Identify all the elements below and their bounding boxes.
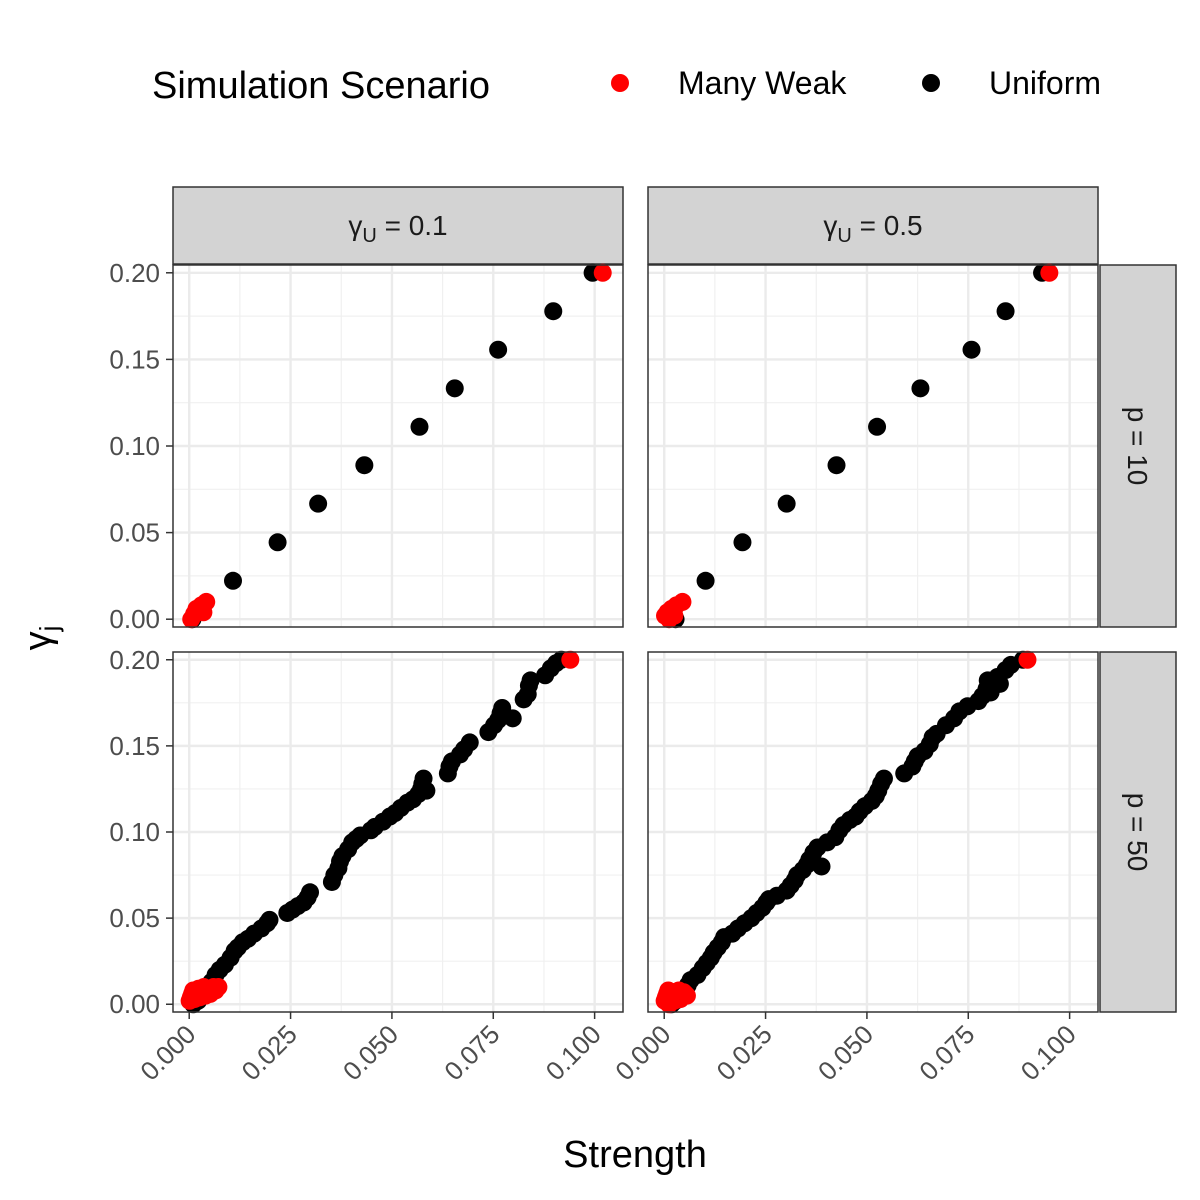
- column-strip-2-symbol: γ: [823, 210, 837, 241]
- uniform-point: [460, 733, 479, 752]
- y-axis-title: γj: [17, 626, 64, 651]
- column-strip-1: γU = 0.1: [172, 186, 624, 265]
- row-strip-1-label: p = 10: [1122, 407, 1153, 486]
- column-strip-2-value: = 0.5: [852, 210, 923, 241]
- svg-text:γU = 0.5: γU = 0.5: [823, 210, 922, 247]
- x-tick-label: 0.000: [134, 1019, 201, 1086]
- uniform-point: [777, 494, 796, 513]
- uniform-point: [260, 910, 279, 929]
- row-strip-1: p = 10: [1099, 264, 1177, 628]
- column-strip-1-value: = 0.1: [377, 210, 448, 241]
- uniform-point: [868, 417, 887, 436]
- uniform-point: [268, 533, 287, 552]
- y-tick-label: 0.00: [109, 989, 160, 1019]
- panel-border: [647, 264, 1099, 628]
- uniform-point: [812, 857, 831, 876]
- svg-text:γU = 0.1: γU = 0.1: [348, 210, 447, 247]
- y-tick-label: 0.15: [109, 731, 160, 761]
- uniform-point: [224, 571, 242, 590]
- uniform-point: [503, 709, 522, 728]
- legend-key-many-weak: [611, 74, 629, 92]
- legend-label-uniform: Uniform: [989, 65, 1101, 101]
- uniform-point: [911, 379, 930, 398]
- panel-4: 0.000 0.025 0.050 0.075 0.100: [609, 650, 1099, 1086]
- panel-border: [647, 651, 1099, 1013]
- uniform-point: [996, 302, 1015, 321]
- many-weak-point: [209, 978, 228, 997]
- x-tick-label: 0.075: [438, 1019, 505, 1086]
- row-strip-2-label: p = 50: [1122, 793, 1153, 872]
- legend: Simulation Scenario Many Weak Uniform: [152, 65, 1101, 107]
- column-strip-1-subscript: U: [362, 225, 376, 247]
- legend-label-many-weak: Many Weak: [678, 65, 847, 101]
- column-strip-2: γU = 0.5: [647, 186, 1099, 265]
- y-axis-title-symbol: γ: [17, 631, 59, 650]
- x-tick-label: 0.100: [1015, 1019, 1082, 1086]
- panel-1: 0.00 0.05 0.10 0.15 0.20: [109, 258, 624, 634]
- y-tick-label: 0.05: [109, 903, 160, 933]
- many-weak-point: [593, 263, 612, 282]
- uniform-point: [489, 340, 508, 359]
- many-weak-point: [561, 650, 580, 669]
- x-tick-label: 0.075: [913, 1019, 980, 1086]
- uniform-point: [301, 883, 320, 902]
- many-weak-point: [673, 592, 692, 611]
- x-tick-label: 0.100: [540, 1019, 607, 1086]
- y-tick-label: 0.20: [109, 258, 160, 288]
- uniform-point: [445, 379, 464, 398]
- y-tick-label: 0.05: [109, 518, 160, 548]
- uniform-point: [733, 533, 752, 552]
- uniform-point: [410, 417, 429, 436]
- uniform-point: [417, 781, 436, 800]
- uniform-point: [962, 340, 981, 359]
- y-tick-label: 0.10: [109, 431, 160, 461]
- uniform-point: [521, 671, 540, 690]
- x-tick-label: 0.050: [337, 1019, 404, 1086]
- uniform-point: [544, 302, 563, 321]
- y-tick-label: 0.15: [109, 344, 160, 374]
- panel-3: 0.00 0.05 0.10 0.15 0.20 0.000 0.025 0.050 0.075…: [109, 645, 624, 1086]
- x-axis-title: Strength: [563, 1134, 707, 1176]
- panel-2: [647, 263, 1099, 629]
- many-weak-point: [677, 986, 696, 1005]
- many-weak-point: [1018, 650, 1037, 669]
- y-tick-label: 0.10: [109, 817, 160, 847]
- svg-text:γj: γj: [17, 626, 64, 651]
- column-strip-1-symbol: γ: [348, 210, 362, 241]
- uniform-point: [696, 571, 715, 590]
- legend-key-uniform: [922, 74, 940, 92]
- x-tick-label: 0.050: [812, 1019, 879, 1086]
- uniform-point: [309, 494, 328, 513]
- uniform-point: [827, 456, 846, 475]
- column-strip-2-subscript: U: [837, 225, 851, 247]
- many-weak-point: [1040, 263, 1059, 282]
- y-axis-title-subscript: j: [34, 626, 64, 633]
- panels: 0.00 0.05 0.10 0.15 0.20 0.00 0.05 0.10 0.15 0.20…: [109, 258, 1099, 1086]
- y-tick-label: 0.20: [109, 645, 160, 675]
- uniform-point: [355, 456, 374, 475]
- uniform-point: [990, 674, 1009, 693]
- x-tick-label: 0.000: [609, 1019, 676, 1086]
- uniform-point: [874, 769, 893, 788]
- many-weak-point: [197, 592, 216, 611]
- x-tick-label: 0.025: [236, 1019, 303, 1086]
- legend-title: Simulation Scenario: [152, 65, 490, 107]
- y-tick-label: 0.00: [109, 604, 160, 634]
- x-tick-label: 0.025: [711, 1019, 778, 1086]
- row-strip-2: p = 50: [1099, 651, 1177, 1013]
